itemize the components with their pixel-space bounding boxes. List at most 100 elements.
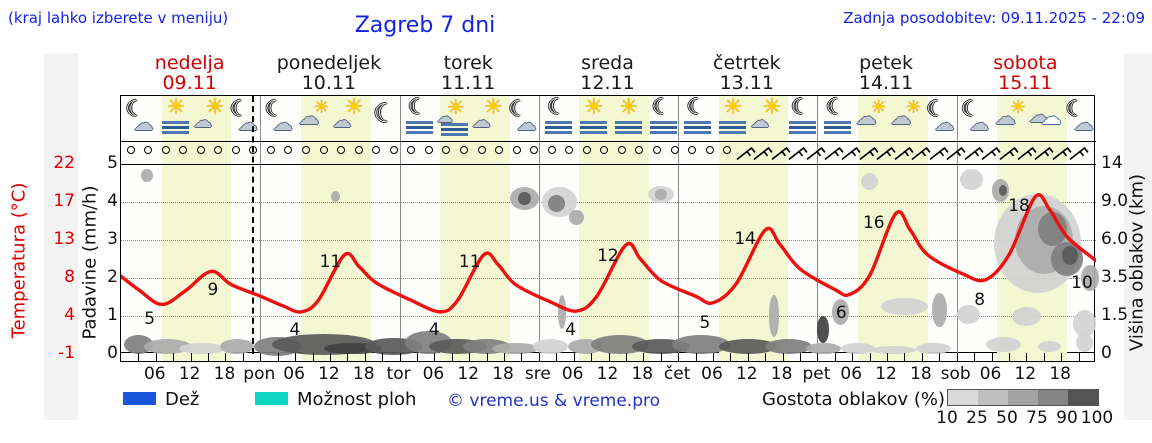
- wind-barb-icon: [736, 147, 756, 160]
- x-axis-label-18: 18: [352, 364, 375, 384]
- wind-symbol-calm: [565, 146, 574, 154]
- fog-lines-icon: [405, 121, 433, 124]
- cloud-blob: [1075, 333, 1094, 353]
- x-axis-tick: [277, 353, 279, 361]
- x-axis-tick: [991, 353, 993, 361]
- calm-wind-icon: [512, 146, 521, 154]
- cloud-icon: ☁: [855, 105, 877, 129]
- cloud-blob: [840, 342, 876, 354]
- fog-lines-icon: [545, 121, 573, 124]
- x-axis-tick: [329, 353, 331, 361]
- wind-barb-icon: [859, 147, 878, 160]
- density-gradient-segment: [978, 390, 1008, 405]
- calm-wind-icon: [389, 146, 398, 154]
- copyright-link[interactable]: © vreme.us & vreme.pro: [447, 391, 661, 411]
- cloud-blob: [765, 338, 812, 354]
- fog-lines-icon: [162, 131, 190, 134]
- current-time-line: [251, 96, 254, 354]
- precip-tick-label: 0: [107, 343, 118, 363]
- fog-lines-icon: [614, 131, 642, 134]
- density-gradient-segment: [1008, 390, 1038, 405]
- wind-symbol-barb: [823, 146, 843, 165]
- x-axis-tick: [852, 353, 854, 361]
- weather-icon-cloud-sun: ☀ ☁: [994, 99, 1030, 143]
- cloud-icon: ☁: [969, 111, 990, 135]
- plot-area: ☾ ☁ ☀ ☀ ☁ ☾ ☁ ☾ ☁ ☀ ☁ ☀ ☁ ☾ ☾ ☀ ☁ ☀ ☁ ☾ ☁ ☾ ☀ ☀ ☾ ☾ ☀ ☀ ☁ ☾ ☾ ☀ ☁ ☀ ☁ ☾ ☁ ☾ ☁ ☀…: [120, 95, 1099, 363]
- wind-symbol-calm: [161, 146, 170, 154]
- weather-icon-sun-fog: ☀: [158, 97, 194, 143]
- cloud-icon: ☁: [192, 110, 212, 132]
- fog-lines-icon: [719, 131, 747, 134]
- day-date: 15.11: [998, 72, 1053, 94]
- weather-icon-moon-cloud: ☾ ☁: [959, 99, 995, 143]
- wind-symbol-calm: [266, 146, 275, 154]
- weather-icon-moon-cloud: ☾ ☁: [506, 99, 542, 143]
- x-axis-tick: [190, 353, 192, 361]
- wind-symbol-calm: [705, 146, 714, 154]
- calm-wind-icon: [600, 146, 609, 154]
- weather-icon-cloud-sun: ☀ ☁: [855, 99, 891, 143]
- x-axis-tick: [364, 353, 366, 361]
- calm-wind-icon: [688, 146, 697, 154]
- wind-symbol-calm: [424, 146, 433, 154]
- calm-wind-icon: [231, 146, 240, 154]
- x-axis-label-12: 12: [318, 364, 340, 384]
- sun-icon: ☀: [446, 95, 465, 119]
- density-tick-label: 75: [1026, 408, 1048, 428]
- x-axis-label-06: 06: [840, 364, 863, 384]
- cloud-blob: [869, 346, 917, 354]
- x-axis-tick: [347, 353, 349, 361]
- fog-lines-icon: [823, 121, 851, 124]
- cloud-blob: [324, 342, 383, 354]
- x-axis-tick: [747, 353, 749, 361]
- weather-icon-sun-fog-cloud: ☀ ☁: [437, 95, 473, 143]
- temperature-tick-label: 13: [53, 229, 75, 249]
- cloud-height-axis-title: Višina oblakov (km): [1126, 173, 1148, 352]
- day-header-sreda: sreda 12.11: [538, 53, 678, 93]
- cloud-blob: [492, 342, 539, 354]
- x-axis-tick: [416, 353, 418, 361]
- temperature-value-label: 12: [597, 245, 619, 266]
- density-gradient-segment: [1038, 390, 1068, 405]
- temperature-tick-label: 8: [64, 267, 75, 287]
- x-axis-label-06: 06: [143, 364, 166, 384]
- cloud-height-tick-label: 1.5: [1101, 305, 1129, 325]
- fog-lines-icon: [788, 131, 816, 134]
- sun-icon: ☀: [313, 97, 330, 118]
- temperature-tick-label: -1: [58, 343, 75, 363]
- calm-wind-icon: [459, 146, 468, 154]
- cloud-blob: [805, 342, 841, 354]
- cloud-icon: ☁: [994, 105, 1016, 129]
- cloud-blob: [881, 297, 928, 316]
- fog-lines-icon: [579, 131, 607, 134]
- x-axis-tick: [155, 353, 157, 361]
- calm-wind-icon: [705, 146, 714, 154]
- x-axis-label-12: 12: [875, 364, 897, 384]
- wind-symbol-barb: [981, 146, 1001, 165]
- x-axis-tick: [956, 353, 958, 361]
- temperature-value-label: 4: [428, 319, 440, 340]
- wind-symbol-barb: [788, 146, 808, 165]
- x-axis-label-12: 12: [735, 364, 758, 384]
- wind-barb-icon: [982, 147, 1001, 160]
- wind-symbol-calm: [442, 146, 451, 154]
- cloud-blob: [999, 184, 1008, 197]
- weather-icon-moon-fog: ☾: [402, 97, 438, 143]
- calm-wind-icon: [530, 146, 539, 154]
- fog-lines-icon: [614, 121, 642, 124]
- wind-barb-icon: [946, 147, 966, 160]
- x-axis-label-18: 18: [492, 364, 514, 384]
- x-axis-label-18: 18: [910, 364, 932, 384]
- x-axis-label-12: 12: [1014, 364, 1037, 384]
- x-axis-label-06: 06: [979, 364, 1002, 384]
- fog-lines-icon: [440, 133, 468, 136]
- cloud-blob: [517, 191, 531, 205]
- cloud-icon: ☁: [332, 110, 352, 132]
- calm-wind-icon: [284, 146, 293, 154]
- wind-barb-icon: [876, 147, 896, 160]
- wind-barb-icon: [1017, 147, 1036, 160]
- wind-symbol-calm: [670, 146, 679, 154]
- wind-symbol-calm: [617, 146, 626, 154]
- sun-icon: ☀: [905, 97, 922, 118]
- calm-wind-icon: [635, 146, 644, 154]
